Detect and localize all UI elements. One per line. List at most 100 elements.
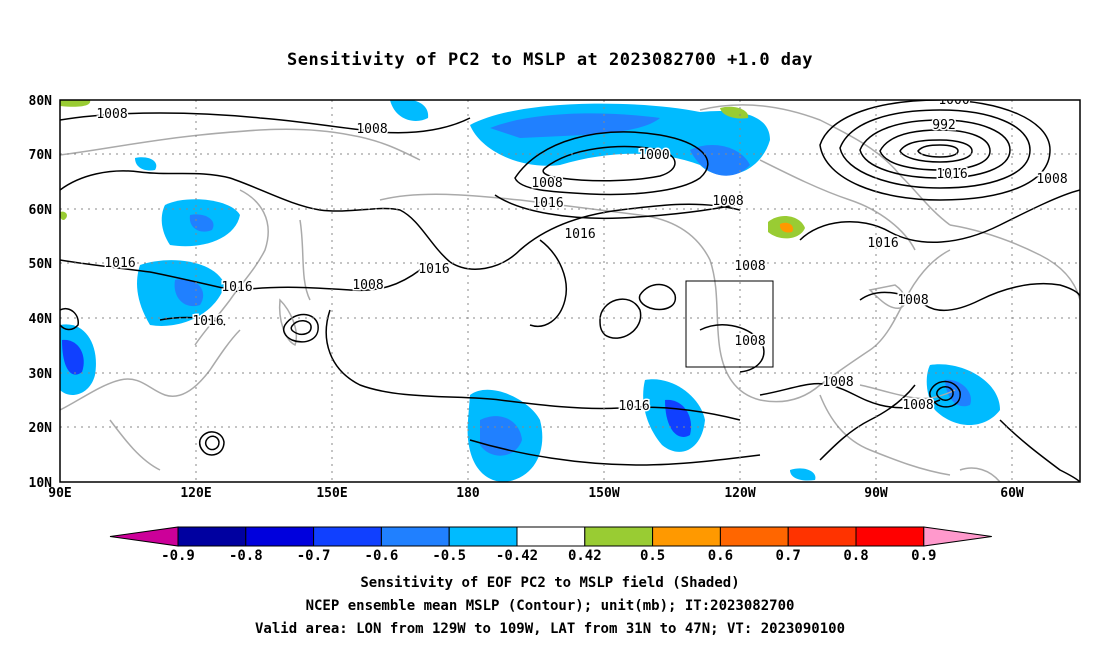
isobar	[819, 100, 1051, 201]
contour-label: 1008	[902, 398, 933, 413]
coastline	[959, 467, 1001, 482]
coastline	[60, 128, 421, 161]
contour-label: 1008	[96, 107, 127, 122]
colorbar-box	[719, 526, 789, 547]
lat-label: 30N	[29, 367, 53, 382]
coastline	[60, 329, 241, 411]
latitude-axis: 80N 70N 60N 50N 40N 30N 20N 10N	[29, 94, 53, 491]
isobar	[799, 189, 1080, 243]
isobar	[204, 435, 220, 451]
coastline	[759, 249, 951, 403]
coastline	[949, 224, 1080, 301]
lon-label: 180	[456, 486, 480, 501]
isobar	[879, 129, 991, 171]
colorbar-box	[787, 526, 857, 547]
colorbar-tick-label: -0.7	[297, 548, 331, 564]
lon-label: 120E	[180, 486, 211, 501]
contour-label: 1016	[618, 399, 649, 414]
lon-label: 90W	[864, 486, 888, 501]
colorbar-box	[313, 526, 382, 547]
lat-label: 10N	[29, 476, 53, 491]
caption-line-2: NCEP ensemble mean MSLP (Contour); unit(…	[305, 598, 795, 614]
isobar	[198, 431, 225, 456]
coastline	[299, 219, 311, 301]
isobar	[819, 384, 916, 461]
isobar	[529, 239, 567, 327]
isobar	[290, 320, 312, 336]
contour-label: 1016	[104, 256, 135, 271]
contour-label: 992	[932, 118, 955, 133]
colorbar-box	[584, 526, 654, 547]
shade-patch	[390, 100, 429, 121]
isobar	[917, 144, 959, 158]
lat-lon-grid	[60, 100, 1080, 482]
map-frame	[59, 99, 1081, 483]
shade-patch	[690, 145, 750, 176]
colorbar-box	[516, 526, 586, 547]
colorbar-tick-label: -0.8	[229, 548, 263, 564]
lat-label: 60N	[29, 203, 53, 218]
lon-label: 150E	[316, 486, 347, 501]
contour-label: 1016	[564, 227, 595, 242]
colorbar-left-arrow	[109, 526, 179, 547]
colorbar-tick-label: -0.42	[496, 548, 538, 564]
isobar	[60, 170, 741, 270]
contour-label: 1008	[822, 375, 853, 390]
isobar	[60, 259, 241, 293]
isobar	[599, 298, 642, 339]
isobar	[859, 119, 1011, 179]
lon-label: 120W	[724, 486, 755, 501]
colorbar-tick-label: -0.6	[365, 548, 399, 564]
contour-label: 1016	[867, 236, 898, 251]
colorbar-tick-labels: -0.9 -0.8 -0.7 -0.6 -0.5 -0.42 0.42 0.5 0.6 0.7 0.…	[161, 548, 936, 564]
colorbar-tick-label: 0.5	[640, 548, 665, 564]
colorbar-tick-label: -0.5	[432, 548, 466, 564]
lat-label: 40N	[29, 312, 53, 327]
contour-label: 1016	[532, 196, 563, 211]
contour-label: 1016	[192, 314, 223, 329]
isobar	[759, 382, 941, 409]
caption-line-1: Sensitivity of EOF PC2 to MSLP field (Sh…	[360, 575, 740, 591]
colorbar-box	[245, 526, 315, 547]
colorbar-box	[855, 526, 925, 547]
contour-label: 1008	[897, 293, 928, 308]
shade-patch	[790, 468, 816, 481]
contour-label: 1016	[936, 167, 967, 182]
contour-label: 1016	[221, 280, 252, 295]
isobar	[899, 139, 973, 163]
lat-label: 70N	[29, 148, 53, 163]
valid-area-box	[685, 280, 774, 368]
contour-label: 1008	[531, 176, 562, 191]
colorbar-tick-label: 0.8	[843, 548, 868, 564]
colorbar-boxes	[109, 526, 992, 547]
coastline	[109, 419, 161, 471]
shade-patch	[135, 157, 157, 171]
coastlines	[60, 104, 1080, 482]
isobar	[514, 131, 709, 196]
shade-patch	[490, 113, 660, 138]
contour-label: 1008	[712, 194, 743, 209]
shade-patch	[62, 339, 84, 375]
contour-label: 1016	[418, 262, 449, 277]
coastline	[379, 193, 761, 401]
contour-label: 1000	[938, 93, 969, 108]
isobar	[999, 419, 1080, 482]
isobar	[325, 309, 741, 421]
lon-label: 150W	[588, 486, 619, 501]
isobar	[282, 313, 319, 343]
colorbar-box	[380, 526, 450, 547]
shade-patch	[720, 106, 749, 119]
caption-line-3: Valid area: LON from 129W to 109W, LAT f…	[254, 621, 845, 637]
contour-label: 1000	[638, 148, 669, 163]
isobar	[929, 380, 961, 408]
isobar	[494, 194, 736, 220]
colorbar-tick-label: 0.7	[776, 548, 801, 564]
lat-label: 80N	[29, 94, 53, 109]
mslp-contours	[60, 100, 1080, 482]
isobar	[638, 283, 677, 311]
contour-label: 1008	[352, 278, 383, 293]
isobar	[60, 308, 79, 331]
colorbar: -0.9 -0.8 -0.7 -0.6 -0.5 -0.42 0.42 0.5 0.6 0.7 0.…	[109, 526, 992, 564]
contour-label: 1008	[734, 259, 765, 274]
